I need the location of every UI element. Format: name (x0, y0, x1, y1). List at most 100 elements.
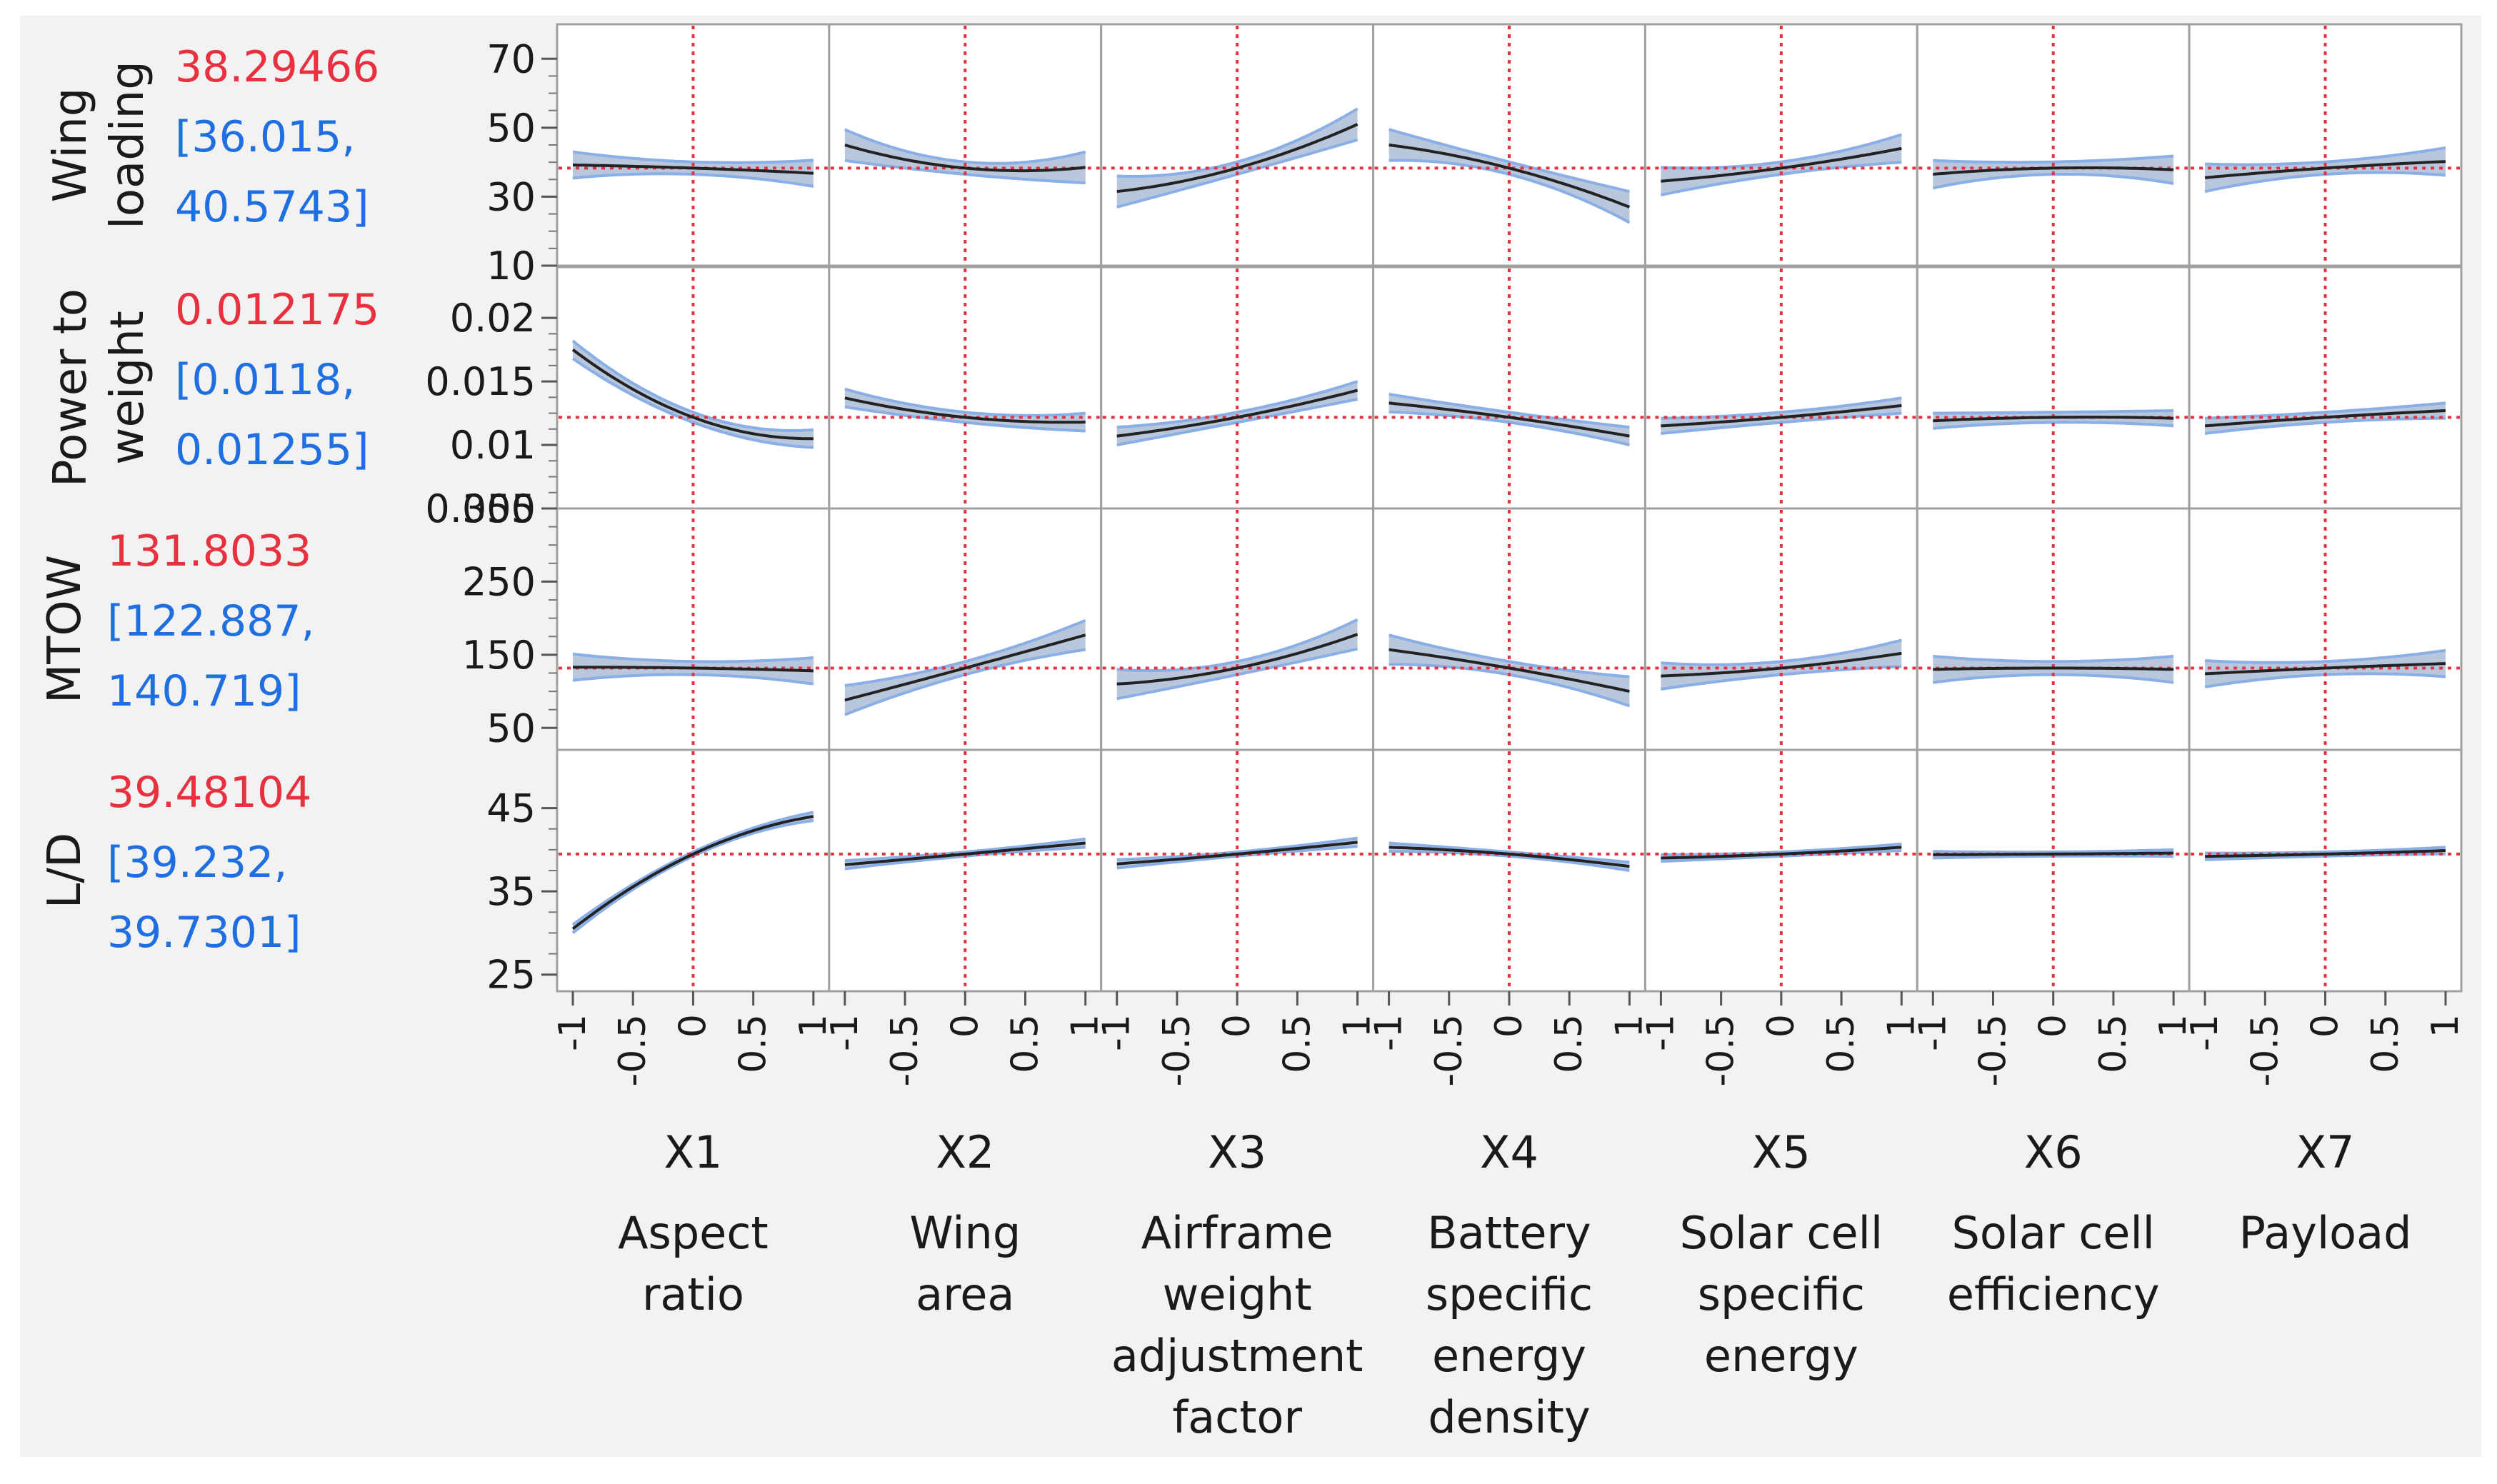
x-tick-label: 0 (1760, 1014, 1803, 1038)
x-axis-x2: -1 -0.5 0 0.5 1 (824, 991, 1107, 1086)
cell-r1-x4 (1372, 23, 1646, 267)
prediction-trace (1388, 401, 1630, 438)
cell-r1-x3 (1100, 23, 1375, 267)
cell-r2-x7 (2188, 266, 2463, 510)
x-tick-label: -0.5 (1972, 1014, 2015, 1086)
y-tick-label: 70 (486, 36, 536, 81)
confidence-interval: 39.7301] (107, 908, 301, 958)
factor-labels: X1 Aspect ratio X2 Wing area X3 Airframe weight a… (618, 1126, 2411, 1443)
factor-label-x4: X4 Battery specific energy density (1426, 1126, 1593, 1443)
response-name: L/D (39, 833, 91, 909)
y-tick-label: 250 (462, 559, 536, 604)
confidence-upper (571, 811, 814, 926)
x-axis-x1: -1 -0.5 0 0.5 1 (551, 991, 835, 1086)
cell-r3-x3 (1100, 507, 1375, 751)
factor-name: adjustment (1111, 1330, 1363, 1382)
y-tick-label: 350 (462, 486, 536, 531)
prediction-trace (1661, 146, 1902, 183)
response-name: weight (101, 311, 154, 465)
confidence-interval: 40.5743] (175, 182, 369, 232)
factor-name: Aspect (618, 1207, 769, 1259)
prediction-trace (1388, 144, 1631, 209)
x-tick-label: 0.5 (1548, 1014, 1591, 1073)
response-labels: Wing loading 38.29466 [36.015, 40.5743] Power… (39, 42, 379, 958)
x-tick-label: 0 (1216, 1014, 1258, 1038)
x-tick-label: 1 (2424, 1014, 2467, 1038)
factor-name: weight (1163, 1268, 1312, 1320)
cell-r2-x4 (1372, 266, 1646, 510)
y-tick-label: 35 (486, 869, 536, 914)
x-axis-x7: -1 -0.5 0 0.5 1 (2183, 991, 2467, 1086)
cell-r2-x3 (1100, 266, 1375, 510)
y-tick-label: 0.015 (425, 359, 536, 404)
factor-name: Solar cell (1680, 1207, 1883, 1259)
confidence-lower (844, 405, 1086, 433)
x-tick-label: -1 (824, 1014, 866, 1051)
factor-label-x2: X2 Wing area (909, 1126, 1021, 1320)
confidence-upper (1933, 654, 2174, 663)
factor-name: factor (1172, 1391, 1302, 1443)
prediction-trace (571, 815, 814, 931)
y-tick-label: 45 (486, 786, 536, 831)
confidence-lower (571, 357, 814, 449)
confidence-lower (2204, 416, 2446, 435)
factor-label-x6: X6 Solar cell efficiency (1947, 1126, 2160, 1320)
confidence-upper (1388, 841, 1630, 864)
factor-name: ratio (642, 1268, 744, 1320)
prediction-trace (1388, 846, 1630, 868)
x-axis-x4: -1 -0.5 0 0.5 1 (1368, 991, 1651, 1086)
x-tick-label: 0.5 (1820, 1014, 1863, 1073)
y-tick-label: 25 (486, 953, 536, 998)
cell-r4-x4 (1372, 748, 1646, 993)
confidence-upper (2204, 648, 2446, 664)
x-tick-label: -1 (1639, 1014, 1682, 1051)
factor-id: X4 (1480, 1126, 1538, 1178)
cell-r1-x2 (828, 23, 1103, 267)
x-tick-label: 1 (1880, 1014, 1923, 1038)
predicted-value: 38.29466 (175, 42, 379, 92)
y-tick-label: 50 (486, 106, 536, 151)
prediction-trace (844, 633, 1086, 702)
confidence-lower (1388, 410, 1630, 447)
x-tick-label: 0.5 (732, 1014, 775, 1073)
confidence-upper (2205, 146, 2446, 166)
confidence-upper (1661, 638, 1902, 666)
confidence-band (1388, 635, 1630, 706)
cell-r4-x5 (1643, 748, 1918, 993)
x-tick-label: -0.5 (884, 1014, 926, 1086)
factor-name: Battery (1427, 1207, 1591, 1259)
response-label-r2: Power to weight 0.012175 [0.0118, 0.01255] (44, 285, 379, 487)
confidence-upper (1116, 107, 1358, 179)
x-tick-label: -0.5 (611, 1014, 654, 1086)
confidence-upper (1116, 618, 1358, 672)
cell-r3-x7 (2188, 507, 2463, 751)
cell-r1-x5 (1643, 23, 1918, 267)
confidence-upper (571, 339, 814, 432)
x-tick-label: 1 (1336, 1014, 1379, 1038)
confidence-upper (1116, 836, 1358, 861)
cell-r2-x1 (556, 266, 831, 510)
response-name: Power to (44, 289, 97, 487)
y-tick-label: 150 (462, 633, 536, 678)
prediction-trace (1933, 851, 2174, 856)
factor-id: X3 (1208, 1126, 1266, 1178)
x-tick-label: 0.5 (2364, 1014, 2407, 1073)
confidence-upper (1933, 154, 2174, 164)
factor-id: X5 (1752, 1126, 1811, 1178)
cell-r3-x4 (1372, 507, 1646, 751)
y-tick-label: 50 (486, 706, 536, 751)
y-tick-label: 0.01 (450, 423, 536, 468)
cell-r4-x6 (1916, 748, 2191, 993)
response-label-r1: Wing loading 38.29466 [36.015, 40.5743] (44, 42, 379, 232)
cell-r1-x7 (2188, 23, 2463, 267)
cell-r3-x1 (556, 507, 831, 751)
x-tick-label: 0.5 (1276, 1014, 1318, 1073)
prediction-trace (571, 349, 814, 441)
confidence-upper (572, 150, 814, 164)
factor-id: X2 (936, 1126, 994, 1178)
y-tick-label: 10 (486, 244, 536, 289)
prediction-trace (2204, 160, 2446, 179)
confidence-interval: [0.0118, (175, 355, 355, 405)
confidence-band (1388, 129, 1630, 223)
